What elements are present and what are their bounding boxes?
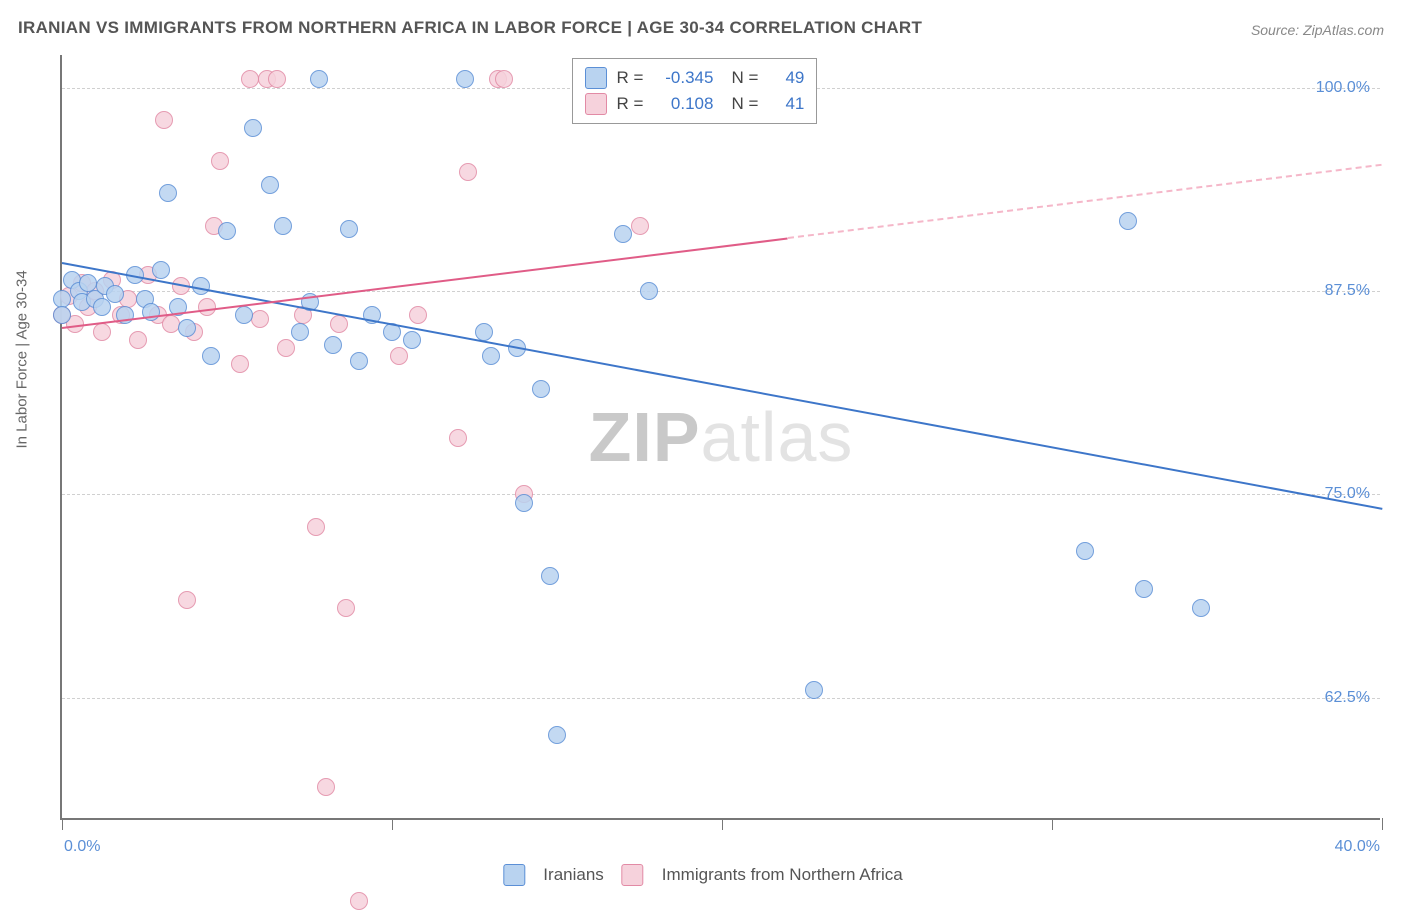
- scatter-point: [456, 70, 474, 88]
- legend-swatch: [585, 93, 607, 115]
- scatter-point: [541, 567, 559, 585]
- y-tick-label: 87.5%: [1325, 282, 1370, 300]
- scatter-point: [159, 184, 177, 202]
- legend-swatch: [585, 67, 607, 89]
- legend-N-label: N =: [731, 94, 758, 114]
- scatter-point: [261, 176, 279, 194]
- correlation-legend: R = -0.345 N = 49 R = 0.108 N = 41: [572, 58, 818, 124]
- legend-N-value: 49: [768, 68, 804, 88]
- scatter-point: [291, 323, 309, 341]
- scatter-point: [178, 319, 196, 337]
- legend-row: R = 0.108 N = 41: [585, 91, 805, 117]
- scatter-point: [548, 726, 566, 744]
- scatter-point: [515, 494, 533, 512]
- scatter-point: [1076, 542, 1094, 560]
- legend-N-label: N =: [731, 68, 758, 88]
- scatter-point: [449, 429, 467, 447]
- scatter-point: [202, 347, 220, 365]
- scatter-point: [631, 217, 649, 235]
- trend-line: [788, 164, 1382, 239]
- scatter-point: [93, 323, 111, 341]
- scatter-point: [1192, 599, 1210, 617]
- legend-swatch-nafrica: [622, 864, 644, 886]
- scatter-point: [106, 285, 124, 303]
- scatter-point: [268, 70, 286, 88]
- scatter-point: [390, 347, 408, 365]
- scatter-point: [317, 778, 335, 796]
- scatter-point: [310, 70, 328, 88]
- scatter-point: [211, 152, 229, 170]
- scatter-point: [640, 282, 658, 300]
- gridline-horizontal: [62, 698, 1380, 699]
- scatter-point: [307, 518, 325, 536]
- scatter-point: [152, 261, 170, 279]
- scatter-point: [235, 306, 253, 324]
- scatter-point: [495, 70, 513, 88]
- gridline-horizontal: [62, 291, 1380, 292]
- scatter-point: [155, 111, 173, 129]
- legend-label-nafrica: Immigrants from Northern Africa: [662, 865, 903, 885]
- watermark-part2: atlas: [701, 398, 854, 476]
- scatter-point: [340, 220, 358, 238]
- x-tick: [62, 818, 63, 830]
- scatter-point: [274, 217, 292, 235]
- scatter-point: [459, 163, 477, 181]
- scatter-point: [129, 331, 147, 349]
- scatter-point: [403, 331, 421, 349]
- x-tick: [1382, 818, 1383, 830]
- scatter-point: [277, 339, 295, 357]
- x-tick-label: 40.0%: [1335, 838, 1380, 856]
- scatter-point: [251, 310, 269, 328]
- scatter-point: [350, 892, 368, 910]
- x-tick: [392, 818, 393, 830]
- scatter-point: [475, 323, 493, 341]
- scatter-point: [350, 352, 368, 370]
- scatter-point: [1119, 212, 1137, 230]
- legend-R-label: R =: [617, 94, 644, 114]
- scatter-point: [324, 336, 342, 354]
- legend-N-value: 41: [768, 94, 804, 114]
- gridline-horizontal: [62, 494, 1380, 495]
- scatter-point: [218, 222, 236, 240]
- scatter-point: [231, 355, 249, 373]
- scatter-point: [409, 306, 427, 324]
- scatter-point: [178, 591, 196, 609]
- legend-label-iranians: Iranians: [543, 865, 603, 885]
- scatter-point: [1135, 580, 1153, 598]
- scatter-point: [244, 119, 262, 137]
- trend-line: [62, 262, 1382, 510]
- scatter-point: [162, 315, 180, 333]
- legend-swatch-iranians: [503, 864, 525, 886]
- scatter-point: [805, 681, 823, 699]
- legend-R-value: -0.345: [653, 68, 713, 88]
- scatter-point: [614, 225, 632, 243]
- chart-title: IRANIAN VS IMMIGRANTS FROM NORTHERN AFRI…: [18, 18, 922, 38]
- y-tick-label: 62.5%: [1325, 689, 1370, 707]
- scatter-point: [330, 315, 348, 333]
- watermark: ZIPatlas: [589, 397, 854, 477]
- scatter-point: [241, 70, 259, 88]
- y-axis-label: In Labor Force | Age 30-34: [14, 270, 31, 448]
- y-tick-label: 100.0%: [1316, 79, 1370, 97]
- scatter-plot-area: ZIPatlas 62.5%75.0%87.5%100.0%: [60, 55, 1380, 820]
- scatter-point: [532, 380, 550, 398]
- legend-row: R = -0.345 N = 49: [585, 65, 805, 91]
- x-tick: [722, 818, 723, 830]
- legend-R-value: 0.108: [653, 94, 713, 114]
- scatter-point: [337, 599, 355, 617]
- source-attribution: Source: ZipAtlas.com: [1251, 22, 1384, 38]
- x-tick: [1052, 818, 1053, 830]
- legend-bottom: Iranians Immigrants from Northern Africa: [503, 864, 902, 886]
- x-tick-label: 0.0%: [64, 838, 100, 856]
- legend-R-label: R =: [617, 68, 644, 88]
- scatter-point: [53, 306, 71, 324]
- watermark-part1: ZIP: [589, 398, 701, 476]
- scatter-point: [482, 347, 500, 365]
